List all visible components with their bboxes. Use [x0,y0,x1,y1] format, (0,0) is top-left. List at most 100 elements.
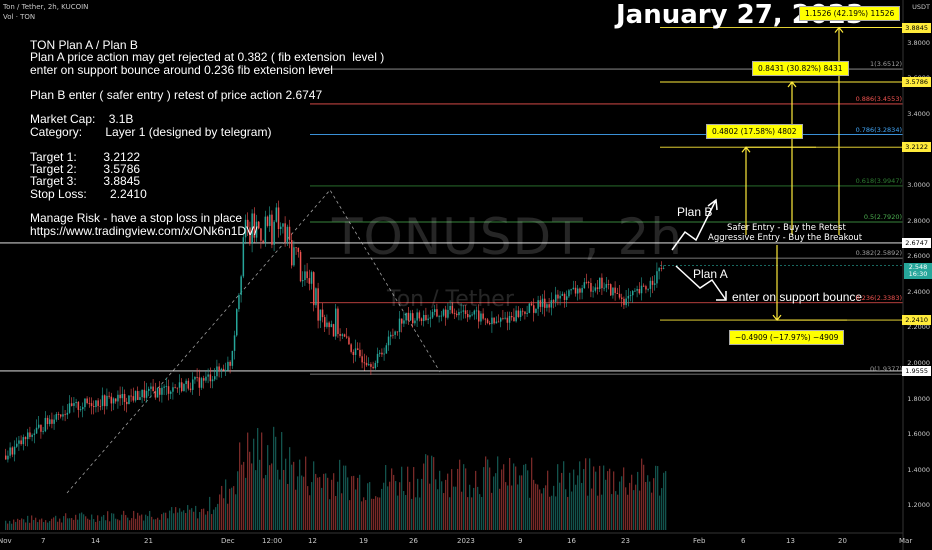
candle-body [423,314,425,322]
volume-bar [21,518,23,530]
candle-body [497,321,500,323]
volume-bar [381,488,383,530]
candle-body [161,387,163,395]
volume-bar [451,469,453,530]
candle-body [550,300,553,308]
volume-bar [653,478,655,530]
volume-bar [379,497,381,530]
candle-body [35,427,38,434]
candle-body [438,316,440,318]
volume-bar [569,472,571,530]
candle-body [379,352,381,354]
volume-bar [233,486,235,530]
candle-body [654,283,656,285]
volume-bar [343,465,345,530]
volume-bar [173,513,175,530]
volume-bar [539,489,541,530]
candle-body [73,403,75,406]
aggressive-entry-label: Aggressive Entry - Buy the Breakout [708,233,863,243]
volume-bar [529,497,531,530]
volume-bar [355,489,357,530]
volume-bar [623,467,625,530]
volume-bar [559,482,561,530]
note-line: Plan A price action may get rejected at … [30,50,385,65]
volume-bar [15,521,17,530]
measure-target-3: 1.1526 (42.19%) 11526 [799,6,901,21]
fib-label: 0.382(2.5892) [855,249,902,258]
volume-bar [479,494,481,530]
volume-bar [67,518,69,530]
volume-bar [235,494,237,530]
volume-bar [533,479,535,530]
volume-bar [83,514,85,530]
candle-body [489,322,491,325]
volume-bar [77,519,79,530]
volume-bar [281,432,283,530]
candle-body [473,310,476,315]
candle-body [271,214,273,245]
volume-bar [287,483,289,530]
volume-bar [547,470,549,530]
volume-bar [171,507,173,530]
volume-bar [65,513,67,530]
volume-bar [613,471,615,530]
candle-body [506,317,509,323]
volume-bar [427,455,429,530]
candle-body [447,309,449,318]
candle-body [264,216,267,243]
candle-body [86,398,88,404]
candle-body [500,318,502,322]
candle-body [429,317,432,319]
volume-bar [201,508,203,530]
volume-bar [631,474,633,530]
volume-bar [71,518,73,530]
volume-bar [493,476,495,530]
volume-bar [621,476,623,530]
candle-body [504,317,506,319]
fib-label: 0.618(3.9947) [855,176,902,185]
candle-body [198,377,201,388]
currency-label: USDT [912,3,930,11]
volume-bar [351,476,353,530]
candle-body [77,401,80,410]
x-tick-label: 9 [518,537,523,545]
candle-body [165,386,168,388]
candle-body [335,308,337,337]
candle-body [71,403,73,406]
volume-bar [405,494,407,530]
volume-bar [13,519,15,530]
candle-body [625,298,627,306]
volume-bar [649,481,651,530]
volume-bar [315,473,317,530]
volume-bar [395,481,397,530]
level-price-tag: 3.5786 [902,77,931,87]
candle-body [5,455,7,460]
candle-body [205,376,207,381]
volume-bar [369,482,371,530]
volume-bar [311,482,313,530]
volume-bar [367,483,369,530]
volume-bar [489,467,491,530]
candle-body [614,287,616,293]
note-line: Target 1: 3.2122 [30,149,141,164]
candle-body [456,313,458,316]
candle-body [660,268,663,269]
candle-body [211,379,214,382]
volume-bar [267,445,269,530]
volume-bar [239,442,241,530]
candle-body [51,419,53,424]
volume-bar [275,436,277,530]
volume-bar [487,459,489,530]
volume-bar [261,432,263,530]
x-tick-label: 23 [621,537,630,545]
volume-bar [119,520,121,530]
level-price-tag: 1.9555 [902,365,931,376]
volume-bar [225,479,227,530]
volume-bar [149,510,151,530]
volume-bar [133,510,135,530]
candle-body [260,228,262,241]
x-tick-label: Dec [221,537,235,545]
candle-body [418,312,421,319]
y-tick-label: 3.4000 [907,109,930,118]
candle-body [330,324,333,328]
